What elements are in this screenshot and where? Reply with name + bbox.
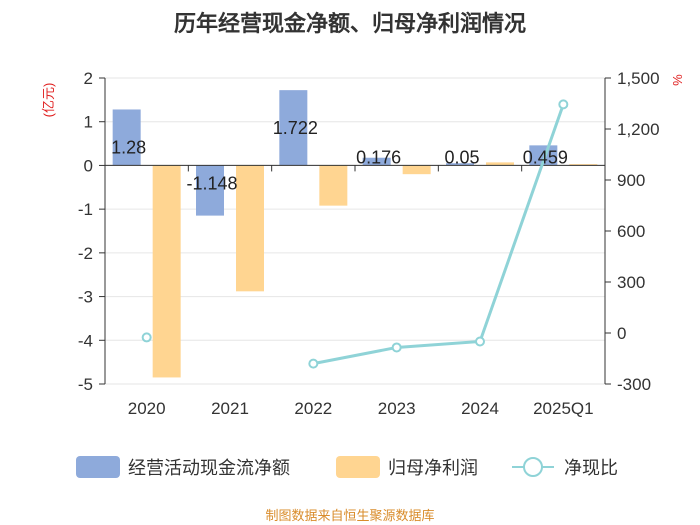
bar-profit [486,162,514,166]
right-axis-unit: % [670,74,685,86]
cashflow-bars [112,90,558,216]
ratio-line [141,99,569,369]
x-tick-label: 2023 [378,399,416,418]
bar-cashflow [279,90,308,166]
bar-cashflow [112,109,141,166]
right-tick-label: 1,200 [617,120,660,139]
bar-cashflow [362,157,391,166]
left-tick-label: -2 [78,244,93,263]
right-tick-label: 300 [617,273,645,292]
x-tick-label: 2025Q1 [533,399,594,418]
legend-label-ratio: 净现比 [564,458,618,478]
profit-bars [152,162,598,378]
bar-profit [236,165,264,292]
x-tick-label: 2020 [128,399,166,418]
ratio-point [308,358,319,369]
left-tick-label: -4 [78,331,93,350]
bar-profit [402,165,431,175]
x-tick-label: 2021 [211,399,249,418]
bar-value-label: 1.722 [273,118,318,138]
bar-profit [569,164,598,166]
legend: 经营活动现金流净额 归母净利润 净现比 [76,456,618,478]
right-tick-label: -300 [617,375,651,394]
data-labels: 1.28 -1.148 1.722 0.176 0.05 0.459 [111,118,568,193]
bar-cashflow [529,145,558,166]
ratio-point [475,336,485,347]
bar-value-label: 0.05 [444,147,479,167]
bar-value-label: 0.176 [356,147,401,167]
ratio-point [391,342,402,353]
left-axis-unit: (亿元) [41,83,56,118]
bar-profit [319,165,348,206]
axes: 2 1 0 -1 -2 -3 -4 -5 1,500 1,200 900 600 300 0 -300 202… [41,69,685,418]
bar-value-label: 1.28 [111,137,146,157]
left-tick-label: -5 [78,375,93,394]
legend-label-cashflow: 经营活动现金流净额 [128,458,290,478]
left-tick-label: 2 [84,69,93,88]
bar-value-label: -1.148 [186,173,237,193]
bar-profit [152,165,181,378]
x-tick-label: 2022 [294,399,332,418]
legend-label-profit: 归母净利润 [388,458,478,478]
legend-swatch-profit [336,456,380,478]
right-tick-label: 0 [617,324,626,343]
ratio-line-segment [313,103,565,366]
left-tick-label: 1 [84,113,93,132]
chart-title: 历年经营现金净额、归母净利润情况 [173,11,526,36]
right-tick-label: 1,500 [617,69,660,88]
left-tick-label: 0 [84,156,93,175]
bar-cashflow [196,165,224,216]
legend-marker-ratio [523,457,543,477]
legend-swatch-cashflow [76,456,120,478]
left-tick-label: -1 [78,200,93,219]
right-tick-label: 600 [617,222,645,241]
right-tick-label: 900 [617,171,645,190]
ratio-point [558,99,569,110]
bar-value-label: 0.459 [523,147,568,167]
left-tick-label: -3 [78,288,93,307]
bar-cashflow [446,163,474,166]
x-tick-label: 2024 [461,399,499,418]
ratio-point [141,332,152,343]
source-note: 制图数据来自恒生聚源数据库 [265,508,435,523]
